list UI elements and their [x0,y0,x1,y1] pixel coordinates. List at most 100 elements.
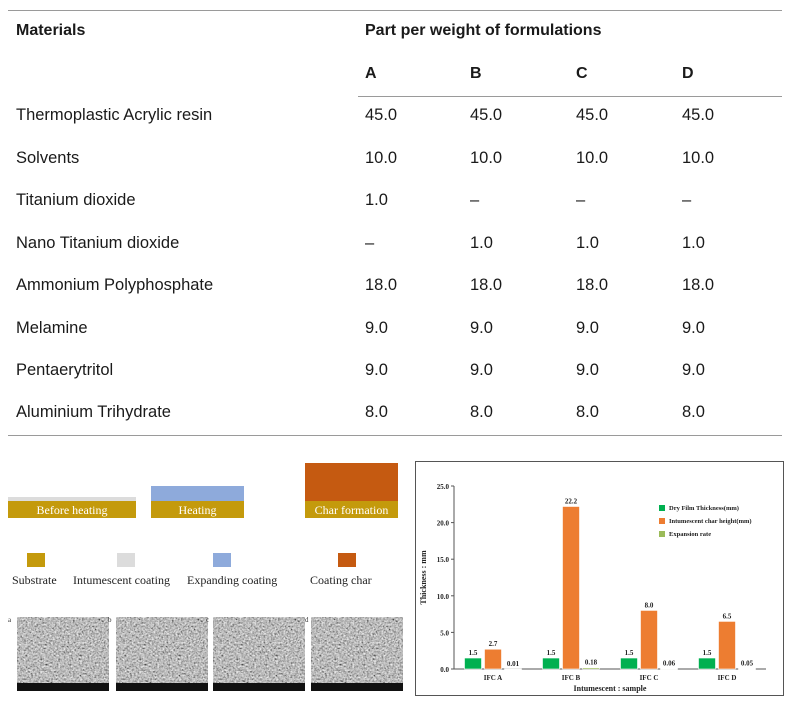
sem-label-a: a [8,616,12,624]
value-c: 18.0 [576,276,609,294]
value-a: 18.0 [365,276,398,294]
column-header-b: B [470,65,482,82]
value-b: 1.0 [470,234,493,252]
sem-micrograph-a [17,617,109,691]
coating-char-layer [305,463,398,501]
value-b: 9.0 [470,361,493,379]
material-name: Pentaerytritol [16,361,114,379]
legend-label-expanding-coating: Expanding coating [187,573,278,587]
bar-1-ifc-b [542,657,560,670]
x-tick-label: IFC B [562,674,581,682]
y-tick-label: 25.0 [437,483,450,491]
bar-2-ifc-d [718,621,736,670]
intumescence-schematic: Before heating Heating Char formation Su… [0,455,410,705]
expanding-coating-layer [151,486,244,501]
value-c: – [576,191,586,209]
data-label: 0.01 [507,660,520,668]
legend-label: Dry Film Thickness(mm) [669,505,739,512]
bar-2-ifc-b [562,506,580,670]
material-name: Solvents [16,149,80,167]
value-d: – [682,191,692,209]
value-b: 45.0 [470,106,503,124]
value-d: 9.0 [682,319,705,337]
value-d: 9.0 [682,361,705,379]
legend-swatch [659,531,665,537]
bar-2-ifc-c [640,610,658,670]
substrate-layer [305,501,398,518]
coating-char-swatch [338,553,356,567]
bar-1-ifc-c [620,657,638,670]
material-name: Titanium dioxide [16,191,136,209]
value-d: 1.0 [682,234,705,252]
data-label: 0.18 [585,659,598,667]
data-label: 1.5 [625,649,634,657]
legend-label: Intumescent char height(mm) [669,518,752,525]
legend-label-substrate: Substrate [12,573,57,587]
value-c: 9.0 [576,319,599,337]
sem-micrograph-d [311,617,403,691]
value-c: 45.0 [576,106,609,124]
value-b: 9.0 [470,319,493,337]
bar-1-ifc-a [464,657,482,670]
thickness-bar-chart: 0.0 5.0 10.0 15.0 20.0 25.0 Thickness : mm Intu… [415,461,784,696]
bar-3-ifc-a [504,668,522,670]
value-c: 9.0 [576,361,599,379]
bar-3-ifc-b [582,667,600,670]
value-a: 10.0 [365,149,398,167]
bar-3-ifc-d [738,668,756,670]
material-name: Aluminium Trihydrate [16,403,171,421]
data-label: 1.5 [703,649,712,657]
material-name: Ammonium Polyphosphate [16,276,214,294]
material-name: Thermoplastic Acrylic resin [16,106,213,124]
legend-label: Expansion rate [669,531,711,538]
chart-svg: 0.0 5.0 10.0 15.0 20.0 25.0 Thickness : mm Intu… [419,483,766,693]
data-label: 2.7 [489,640,498,648]
value-a: 1.0 [365,191,388,209]
value-c: 1.0 [576,234,599,252]
intumescent-coating-swatch [117,553,135,567]
expanding-coating-swatch [213,553,231,567]
bar-2-ifc-a [484,648,502,670]
value-b: 10.0 [470,149,503,167]
sem-label-c: c [206,616,210,624]
data-label: 8.0 [645,601,654,609]
value-d: 8.0 [682,403,705,421]
materials-header: Materials [16,22,86,39]
group-header-rule [358,96,782,97]
value-a: – [365,234,375,252]
sem-label-b: b [108,616,112,624]
legend-swatch [659,518,665,524]
data-label: 1.5 [547,649,556,657]
column-header-c: C [576,65,588,82]
material-name: Melamine [16,319,88,337]
y-axis-label: Thickness : mm [419,550,428,605]
x-tick-label: IFC D [718,674,737,682]
y-tick-label: 10.0 [437,593,450,601]
bar-3-ifc-c [660,668,678,670]
data-label: 0.05 [741,660,754,668]
data-label: 22.2 [565,497,578,505]
value-d: 10.0 [682,149,715,167]
value-a: 45.0 [365,106,398,124]
value-c: 10.0 [576,149,609,167]
y-tick-label: 15.0 [437,556,450,564]
table-top-rule [8,10,782,11]
data-label: 0.06 [663,660,676,668]
stage-label-heating: Heating [178,503,217,517]
legend-swatch [659,505,665,511]
value-a: 9.0 [365,319,388,337]
column-header-d: D [682,65,694,82]
x-axis-label: Intumescent : sample [574,684,647,693]
bar-1-ifc-d [698,657,716,670]
stage-label-before-heating: Before heating [36,503,108,517]
value-c: 8.0 [576,403,599,421]
column-header-a: A [365,65,377,82]
y-tick-label: 20.0 [437,520,450,528]
sem-micrograph-b [116,617,208,691]
value-a: 8.0 [365,403,388,421]
value-b: – [470,191,480,209]
data-label: 1.5 [469,649,478,657]
value-a: 9.0 [365,361,388,379]
substrate-swatch [27,553,45,567]
legend-label-coating-char: Coating char [310,573,372,587]
